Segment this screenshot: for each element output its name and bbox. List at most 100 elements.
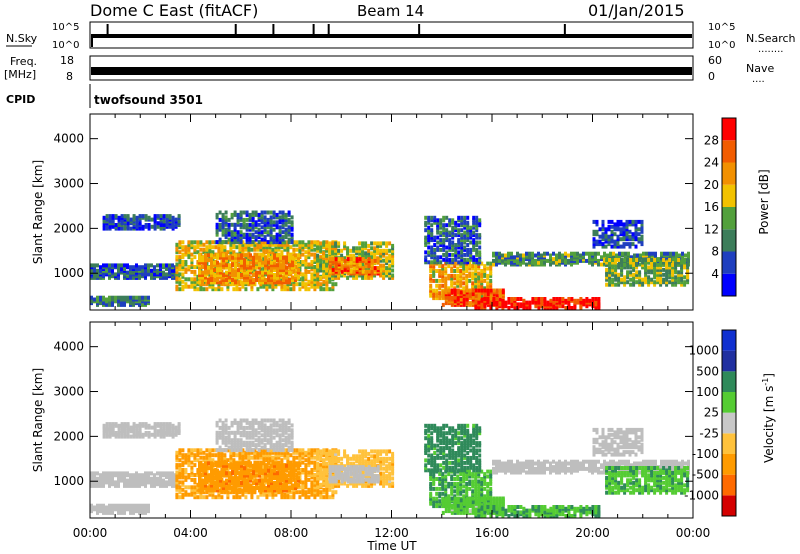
heatmap-cell (244, 287, 248, 292)
heatmap-cell (608, 258, 612, 262)
heatmap-cell (340, 264, 344, 269)
heatmap-cell (132, 422, 136, 427)
heatmap-cell (273, 278, 276, 282)
heatmap-cell (448, 252, 452, 257)
heatmap-cell (304, 475, 308, 480)
heatmap-cell (178, 480, 182, 485)
heatmap-cell (275, 232, 279, 237)
heatmap-cell (472, 225, 476, 230)
heatmap-cell (292, 269, 296, 274)
heatmap-cell (637, 227, 641, 232)
heatmap-cell (196, 485, 200, 490)
heatmap-cell (247, 458, 251, 463)
heatmap-cell (468, 288, 472, 293)
heatmap-cell (280, 485, 284, 490)
heatmap-cell (259, 453, 263, 458)
heatmap-cell (442, 257, 446, 262)
heatmap-cell (650, 267, 654, 272)
heatmap-cell (193, 453, 197, 458)
heatmap-cell (196, 490, 200, 495)
heatmap-cell (239, 230, 243, 235)
heatmap-cell (257, 217, 261, 222)
heatmap-cell (280, 460, 284, 465)
heatmap-cell (331, 275, 335, 280)
heatmap-cell (307, 477, 311, 482)
heatmap-cell (528, 251, 531, 256)
heatmap-cell (247, 257, 251, 262)
heatmap-cell (675, 251, 678, 256)
heatmap-cell (340, 269, 344, 274)
heatmap-cell (313, 242, 317, 247)
heatmap-cell (147, 476, 150, 481)
heatmap-cell (456, 276, 460, 281)
heatmap-cell (126, 295, 129, 300)
heatmap-cell (480, 286, 484, 291)
heatmap-cell (193, 277, 197, 282)
heatmap-cell (537, 300, 541, 305)
heatmap-cell (207, 258, 210, 263)
heatmap-cell (483, 271, 487, 276)
heatmap-cell (607, 234, 611, 239)
heatmap-cell (263, 215, 267, 220)
heatmap-cell (248, 215, 252, 220)
heatmap-cell (243, 268, 246, 273)
heatmap-cell (304, 282, 308, 287)
heatmap-cell (439, 218, 443, 223)
heatmap-cell (258, 255, 261, 260)
heatmap-cell (674, 270, 678, 275)
heatmap-cell (162, 427, 166, 432)
heatmap-cell (671, 267, 675, 272)
heatmap-cell (376, 260, 380, 265)
heatmap-cell (613, 222, 617, 227)
heatmap-cell (301, 262, 305, 267)
heatmap-cell (325, 253, 329, 258)
heatmap-cell (196, 260, 200, 264)
heatmap-cell (260, 210, 264, 215)
heatmap-cell (278, 217, 282, 222)
heatmap-cell (126, 263, 129, 268)
heatmap-cell (221, 220, 225, 225)
heatmap-cell (331, 257, 335, 262)
heatmap-cell (241, 458, 245, 463)
heatmap-cell (605, 260, 609, 265)
heatmap-cell (147, 268, 150, 273)
heatmap-cell (313, 468, 317, 472)
heatmap-cell (659, 265, 663, 270)
heatmap-cell (325, 273, 329, 278)
heatmap-cell (231, 486, 234, 490)
heatmap-cell (196, 470, 200, 475)
heatmap-cell (102, 509, 105, 514)
heatmap-cell (385, 251, 389, 256)
heatmap-cell (680, 262, 684, 267)
heatmap-cell (247, 453, 251, 458)
heatmap-cell (231, 481, 234, 485)
heatmap-cell (474, 266, 478, 271)
heatmap-cell (237, 280, 240, 285)
heatmap-cell (301, 470, 305, 475)
heatmap-cell (576, 251, 579, 256)
cpid-panel: CPID twofsound 3501 (6, 84, 203, 108)
heatmap-cell (263, 225, 267, 230)
heatmap-cell (297, 253, 300, 258)
heatmap-cell (193, 272, 197, 277)
heatmap-cell (463, 225, 467, 230)
heatmap-cell (199, 492, 203, 497)
heatmap-cell (310, 453, 314, 458)
heatmap-cell (252, 278, 255, 282)
heatmap-cell (268, 250, 272, 255)
heatmap-cell (474, 269, 478, 273)
heatmap-cell (123, 295, 126, 300)
heatmap-cell (337, 248, 341, 253)
heatmap-cell (448, 245, 452, 250)
power-heatmap (90, 210, 690, 310)
heatmap-cell (292, 240, 296, 245)
heatmap-cell (298, 495, 302, 500)
heatmap-cell (108, 422, 112, 427)
heatmap-cell (284, 230, 288, 235)
heatmap-cell (635, 258, 639, 262)
heatmap-cell (619, 219, 623, 224)
heatmap-cell (210, 483, 213, 488)
heatmap-cell (269, 217, 273, 222)
heatmap-cell (213, 280, 216, 285)
heatmap-cell (451, 245, 455, 250)
